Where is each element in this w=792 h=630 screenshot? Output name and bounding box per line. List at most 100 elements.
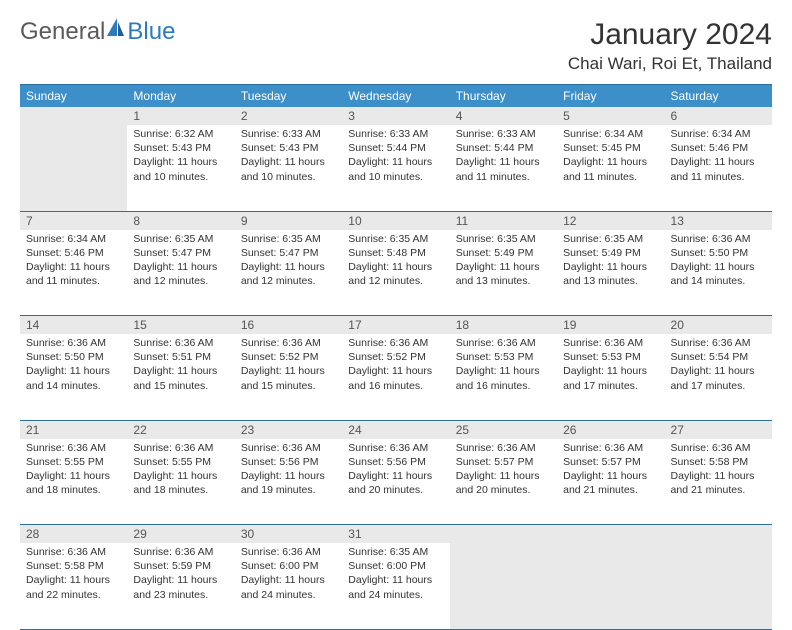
day-details: Sunrise: 6:36 AMSunset: 5:50 PMDaylight:…	[665, 230, 772, 293]
sunrise-line: Sunrise: 6:36 AM	[133, 441, 228, 455]
sunrise-line: Sunrise: 6:33 AM	[348, 127, 443, 141]
daylight-line: Daylight: 11 hours and 22 minutes.	[26, 573, 121, 601]
day-number: 9	[241, 214, 248, 228]
sunrise-line: Sunrise: 6:36 AM	[456, 336, 551, 350]
sunset-line: Sunset: 6:00 PM	[348, 559, 443, 573]
day-cell: Sunrise: 6:36 AMSunset: 5:51 PMDaylight:…	[127, 334, 234, 420]
day-number: 31	[348, 527, 361, 541]
day-number-row: 14151617181920	[20, 316, 772, 335]
day-cell: Sunrise: 6:36 AMSunset: 5:50 PMDaylight:…	[665, 230, 772, 316]
day-cell: Sunrise: 6:35 AMSunset: 6:00 PMDaylight:…	[342, 543, 449, 629]
day-number-cell: 28	[20, 525, 127, 544]
day-number-cell: 24	[342, 420, 449, 439]
weekday-header: Thursday	[450, 85, 557, 108]
day-number-cell: 14	[20, 316, 127, 335]
sunrise-line: Sunrise: 6:32 AM	[133, 127, 228, 141]
sunrise-line: Sunrise: 6:36 AM	[26, 441, 121, 455]
day-details: Sunrise: 6:35 AMSunset: 5:49 PMDaylight:…	[450, 230, 557, 293]
day-number-cell: 1	[127, 107, 234, 125]
daylight-line: Daylight: 11 hours and 17 minutes.	[563, 364, 658, 392]
sunrise-line: Sunrise: 6:35 AM	[133, 232, 228, 246]
day-details: Sunrise: 6:36 AMSunset: 5:58 PMDaylight:…	[665, 439, 772, 502]
day-cell: Sunrise: 6:33 AMSunset: 5:43 PMDaylight:…	[235, 125, 342, 211]
week-row: Sunrise: 6:36 AMSunset: 5:58 PMDaylight:…	[20, 543, 772, 629]
daylight-line: Daylight: 11 hours and 11 minutes.	[26, 260, 121, 288]
day-cell: Sunrise: 6:36 AMSunset: 5:58 PMDaylight:…	[20, 543, 127, 629]
day-cell: Sunrise: 6:34 AMSunset: 5:45 PMDaylight:…	[557, 125, 664, 211]
day-number: 3	[348, 109, 355, 123]
daylight-line: Daylight: 11 hours and 11 minutes.	[671, 155, 766, 183]
sunset-line: Sunset: 5:59 PM	[133, 559, 228, 573]
day-number-cell: 27	[665, 420, 772, 439]
day-cell: Sunrise: 6:36 AMSunset: 5:53 PMDaylight:…	[557, 334, 664, 420]
day-number: 20	[671, 318, 684, 332]
month-title: January 2024	[568, 18, 772, 52]
day-number-cell: 5	[557, 107, 664, 125]
day-cell: Sunrise: 6:34 AMSunset: 5:46 PMDaylight:…	[665, 125, 772, 211]
day-cell: Sunrise: 6:36 AMSunset: 5:52 PMDaylight:…	[235, 334, 342, 420]
day-number-cell: 26	[557, 420, 664, 439]
day-cell: Sunrise: 6:35 AMSunset: 5:47 PMDaylight:…	[235, 230, 342, 316]
day-number: 21	[26, 423, 39, 437]
day-details: Sunrise: 6:36 AMSunset: 5:53 PMDaylight:…	[450, 334, 557, 397]
day-details: Sunrise: 6:34 AMSunset: 5:46 PMDaylight:…	[665, 125, 772, 188]
sunset-line: Sunset: 5:57 PM	[563, 455, 658, 469]
sunset-line: Sunset: 5:56 PM	[348, 455, 443, 469]
day-number: 6	[671, 109, 678, 123]
day-number: 13	[671, 214, 684, 228]
day-number: 28	[26, 527, 39, 541]
day-number-cell: 29	[127, 525, 234, 544]
day-number: 12	[563, 214, 576, 228]
daylight-line: Daylight: 11 hours and 20 minutes.	[348, 469, 443, 497]
day-cell: Sunrise: 6:36 AMSunset: 5:53 PMDaylight:…	[450, 334, 557, 420]
day-cell: Sunrise: 6:36 AMSunset: 5:57 PMDaylight:…	[557, 439, 664, 525]
day-number-row: 123456	[20, 107, 772, 125]
week-row: Sunrise: 6:32 AMSunset: 5:43 PMDaylight:…	[20, 125, 772, 211]
day-cell: Sunrise: 6:33 AMSunset: 5:44 PMDaylight:…	[450, 125, 557, 211]
sunrise-line: Sunrise: 6:36 AM	[133, 336, 228, 350]
day-details: Sunrise: 6:36 AMSunset: 5:55 PMDaylight:…	[20, 439, 127, 502]
day-cell	[450, 543, 557, 629]
day-number: 24	[348, 423, 361, 437]
sunset-line: Sunset: 5:55 PM	[133, 455, 228, 469]
day-cell: Sunrise: 6:36 AMSunset: 6:00 PMDaylight:…	[235, 543, 342, 629]
day-number-cell: 9	[235, 211, 342, 230]
sunrise-line: Sunrise: 6:35 AM	[456, 232, 551, 246]
daylight-line: Daylight: 11 hours and 10 minutes.	[133, 155, 228, 183]
logo-text-blue: Blue	[127, 18, 175, 46]
day-number-cell: 18	[450, 316, 557, 335]
day-details: Sunrise: 6:35 AMSunset: 6:00 PMDaylight:…	[342, 543, 449, 606]
week-row: Sunrise: 6:36 AMSunset: 5:55 PMDaylight:…	[20, 439, 772, 525]
day-number-cell	[665, 525, 772, 544]
sunset-line: Sunset: 5:49 PM	[456, 246, 551, 260]
logo: General Blue	[20, 18, 175, 46]
daylight-line: Daylight: 11 hours and 15 minutes.	[133, 364, 228, 392]
location: Chai Wari, Roi Et, Thailand	[568, 54, 772, 74]
day-cell	[665, 543, 772, 629]
week-row: Sunrise: 6:34 AMSunset: 5:46 PMDaylight:…	[20, 230, 772, 316]
day-number: 8	[133, 214, 140, 228]
sunset-line: Sunset: 5:52 PM	[241, 350, 336, 364]
daylight-line: Daylight: 11 hours and 16 minutes.	[456, 364, 551, 392]
day-number: 29	[133, 527, 146, 541]
daylight-line: Daylight: 11 hours and 16 minutes.	[348, 364, 443, 392]
day-number-cell: 20	[665, 316, 772, 335]
sunset-line: Sunset: 5:49 PM	[563, 246, 658, 260]
day-number: 19	[563, 318, 576, 332]
sunrise-line: Sunrise: 6:36 AM	[348, 336, 443, 350]
daylight-line: Daylight: 11 hours and 14 minutes.	[26, 364, 121, 392]
day-details: Sunrise: 6:36 AMSunset: 5:57 PMDaylight:…	[450, 439, 557, 502]
day-number-cell: 23	[235, 420, 342, 439]
day-number-cell: 2	[235, 107, 342, 125]
day-details: Sunrise: 6:35 AMSunset: 5:47 PMDaylight:…	[235, 230, 342, 293]
day-number-cell: 11	[450, 211, 557, 230]
daylight-line: Daylight: 11 hours and 21 minutes.	[563, 469, 658, 497]
day-number-cell: 31	[342, 525, 449, 544]
day-number-cell: 10	[342, 211, 449, 230]
day-details: Sunrise: 6:36 AMSunset: 5:57 PMDaylight:…	[557, 439, 664, 502]
sunrise-line: Sunrise: 6:34 AM	[671, 127, 766, 141]
title-block: January 2024 Chai Wari, Roi Et, Thailand	[568, 18, 772, 74]
day-number: 10	[348, 214, 361, 228]
day-cell: Sunrise: 6:36 AMSunset: 5:50 PMDaylight:…	[20, 334, 127, 420]
day-number: 23	[241, 423, 254, 437]
